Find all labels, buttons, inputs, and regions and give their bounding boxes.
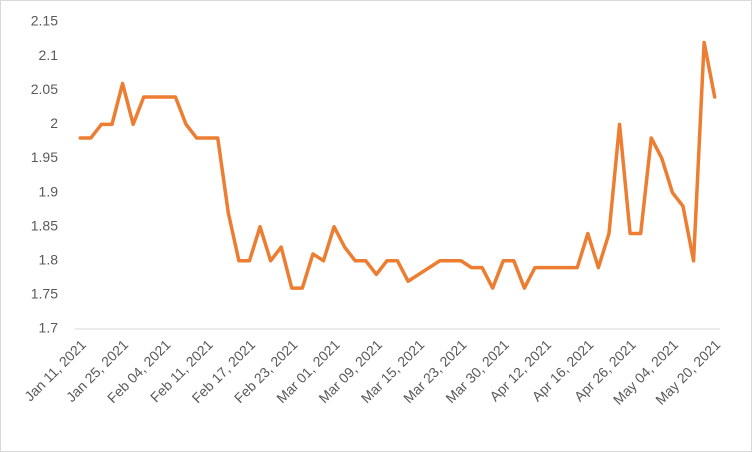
y-tick-label: 1.9 <box>39 183 59 199</box>
y-tick-label: 2.05 <box>31 81 58 97</box>
y-tick-label: 1.95 <box>31 149 58 165</box>
y-tick-label: 2.1 <box>39 47 59 63</box>
y-tick-label: 1.7 <box>39 320 59 336</box>
y-tick-label: 1.8 <box>39 251 59 267</box>
series-line <box>78 40 717 290</box>
y-tick-label: 2.15 <box>31 13 58 29</box>
y-tick-label: 1.75 <box>31 286 58 302</box>
y-tick-label: 2 <box>50 115 58 131</box>
y-tick-label: 1.85 <box>31 217 58 233</box>
